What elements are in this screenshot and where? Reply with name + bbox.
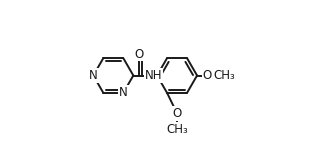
Text: N: N — [119, 86, 128, 99]
Text: O: O — [134, 48, 143, 61]
Text: CH₃: CH₃ — [166, 123, 188, 136]
Text: N: N — [89, 69, 98, 82]
Text: NH: NH — [145, 69, 162, 82]
Text: O: O — [203, 69, 212, 82]
Text: O: O — [172, 107, 182, 120]
Text: CH₃: CH₃ — [214, 69, 235, 82]
